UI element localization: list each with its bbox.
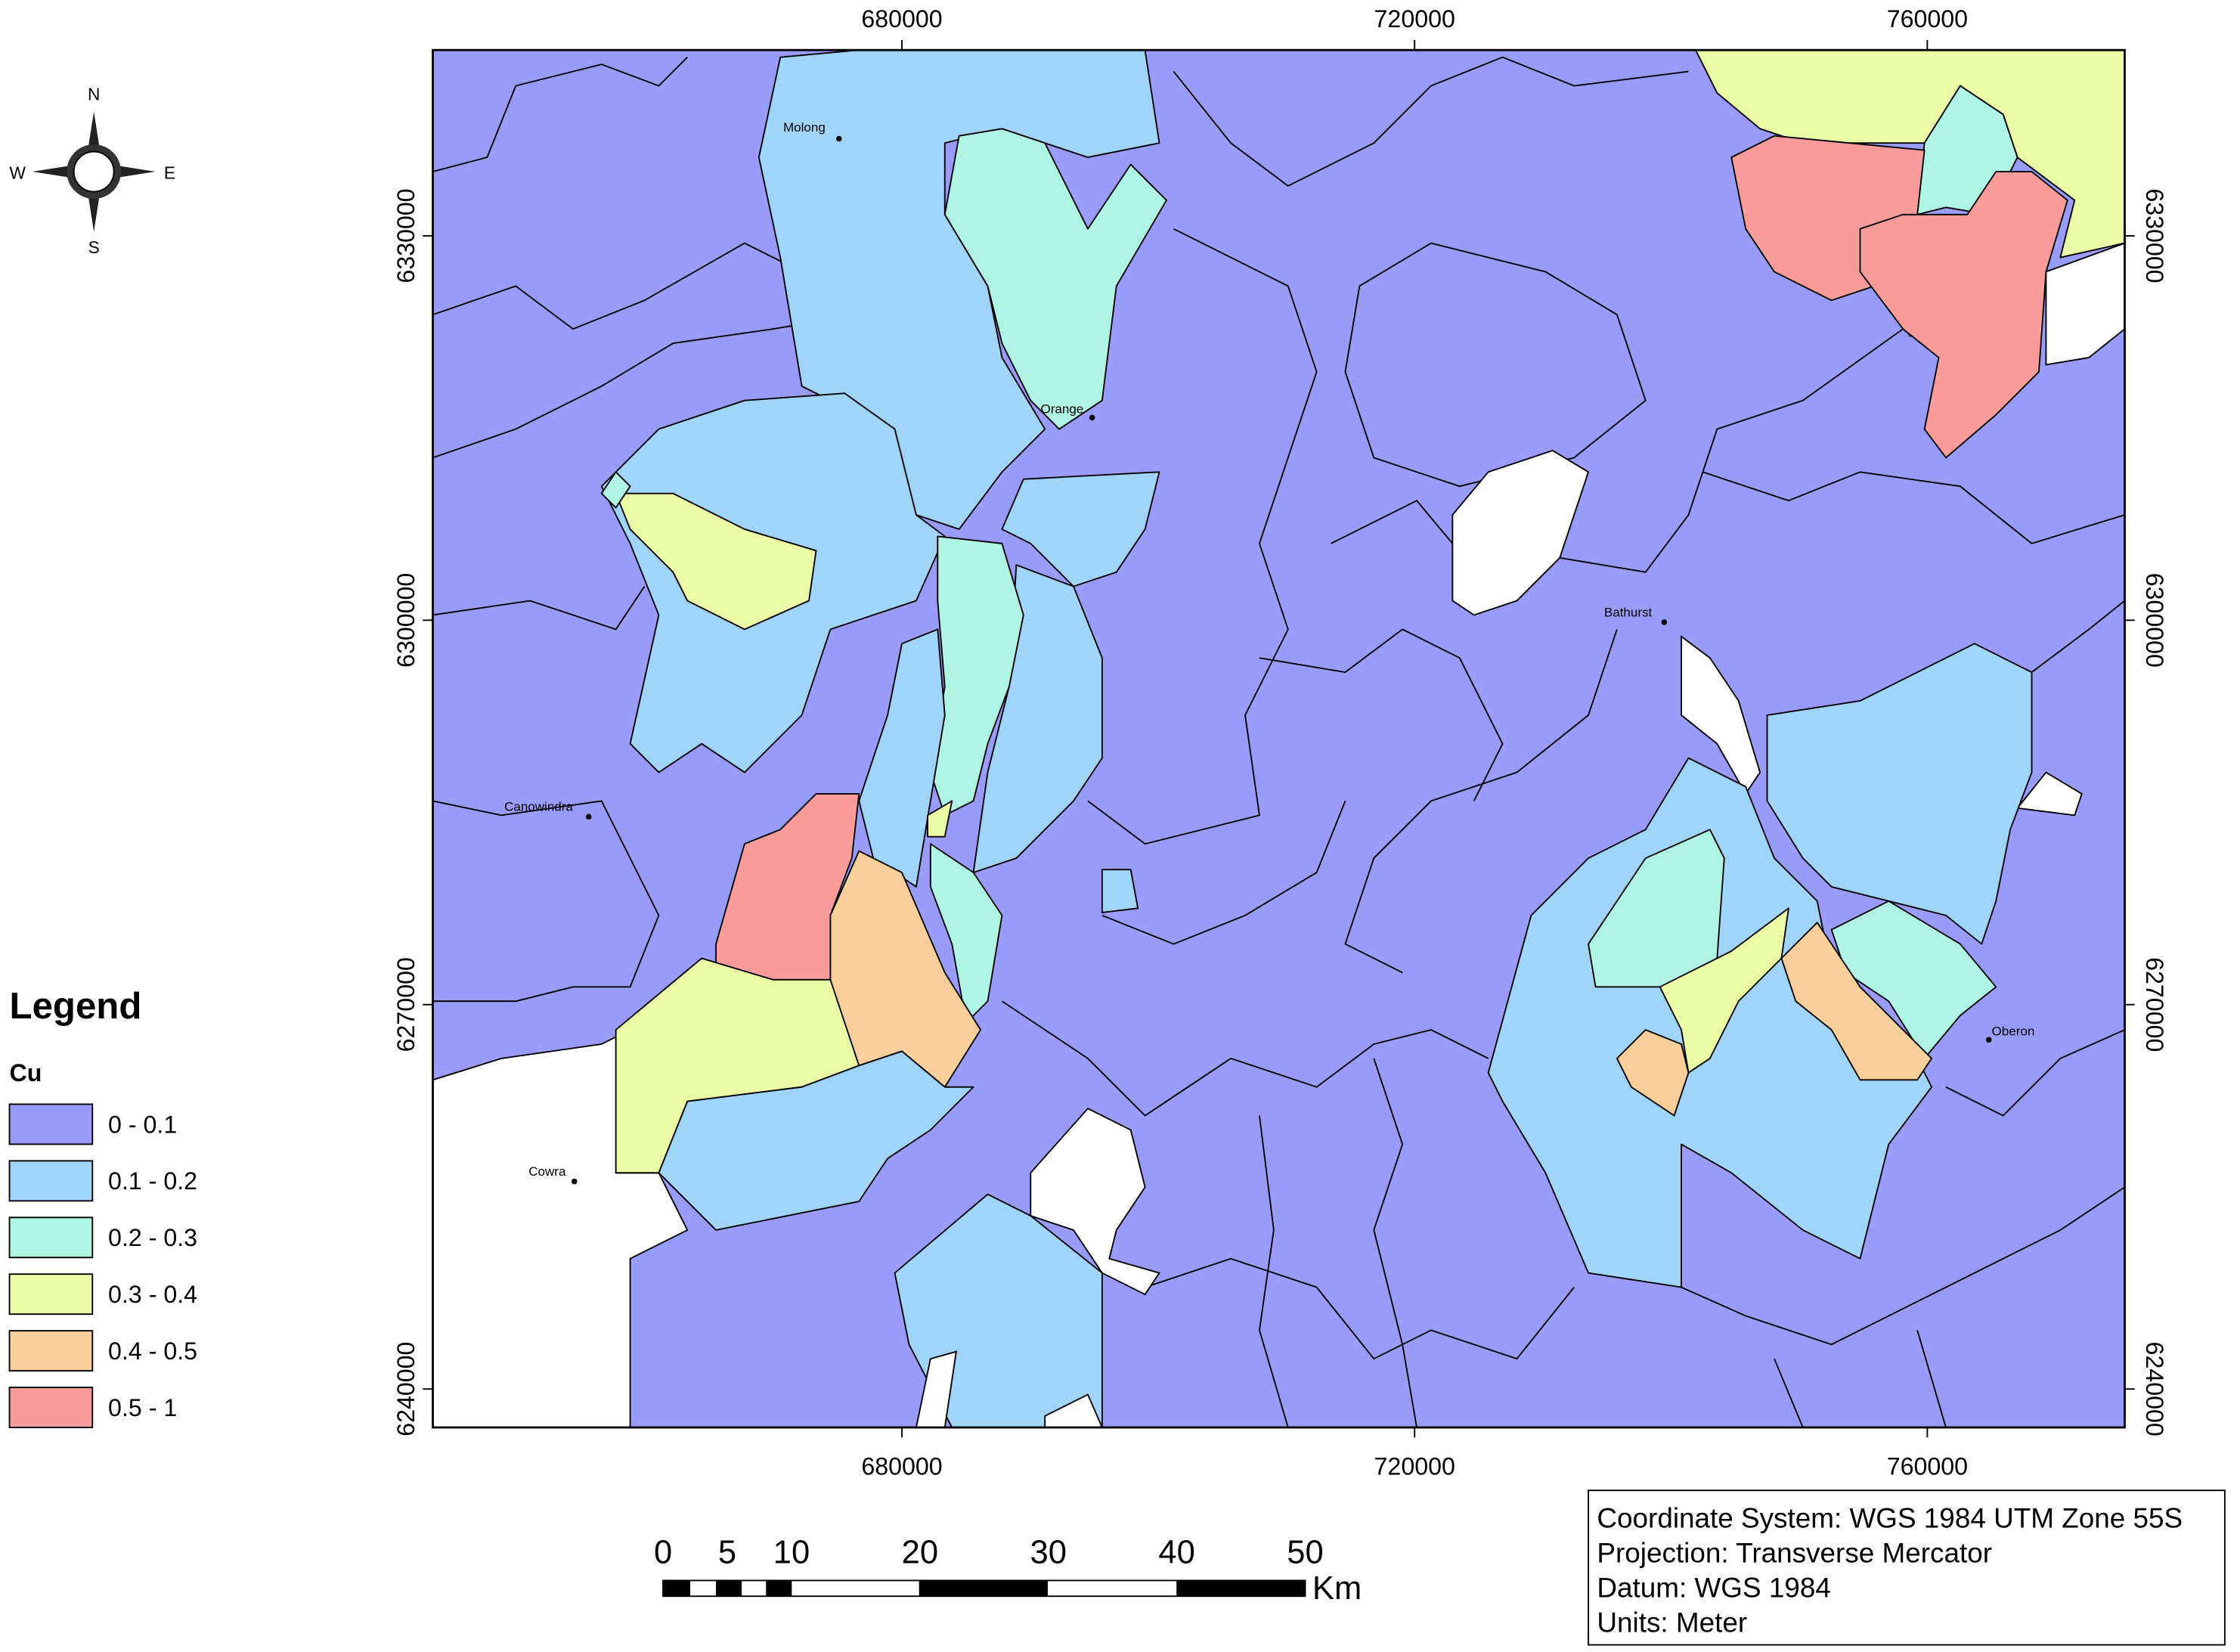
y-tick-label: 6270000 [392,957,420,1052]
no-data-area [1681,634,1761,795]
scale-label: 30 [1030,1535,1067,1571]
map-area [432,50,2125,1427]
region [1659,907,1789,1074]
compass-label: S [88,237,100,257]
no-data-area [1044,1393,1103,1427]
town-label: Molong [783,120,826,135]
region [1101,869,1139,913]
compass-label: W [10,163,26,182]
scale-label: 0 [654,1535,672,1571]
region [1588,829,1725,988]
y-tick-label: 6300000 [2141,573,2168,668]
no-data-area [915,1350,958,1427]
region [1616,1029,1690,1117]
town-label: Oberon [1992,1024,2035,1039]
scale-unit: Km [1312,1570,1362,1607]
y-tick-label: 6300000 [392,573,420,668]
y-tick-label: 6330000 [392,188,420,283]
region [600,471,631,509]
region [1766,643,2033,945]
town-dot [1089,414,1095,421]
legend-label: 0.5 - 1 [108,1394,177,1421]
town-label: Cowra [528,1164,566,1179]
x-tick-label: 760000 [1887,1452,1968,1480]
town-dot [1661,619,1668,625]
scale-label: 50 [1287,1535,1323,1571]
compass-label: N [88,84,100,104]
compass-label: E [164,163,175,182]
legend-label: 0.3 - 0.4 [108,1281,197,1308]
x-tick-label: 720000 [1374,5,1455,33]
towns: Molong Orange Bathurst Canowindra Cowra … [504,120,2035,1185]
boundaries [432,56,2125,1427]
legend-swatch [8,1387,94,1428]
scale-label: 20 [902,1535,938,1571]
region [615,492,817,631]
region [858,628,946,888]
legend-label: 0.4 - 0.5 [108,1337,197,1365]
no-data-area [1452,449,1590,616]
north-arrow: N E S W [10,84,175,256]
legend-swatch [8,1330,94,1372]
y-tick-label: 6270000 [2141,957,2168,1052]
legend-swatch [8,1103,94,1145]
y-tick-label: 6240000 [392,1342,420,1437]
legend-label: 0 - 0.1 [108,1111,177,1138]
legend-label: 0.2 - 0.3 [108,1224,197,1251]
scale-label: 40 [1158,1535,1194,1571]
town-dot [572,1178,578,1185]
region [658,1050,974,1231]
info-line: Units: Meter [1597,1607,1747,1638]
region [1859,171,2068,459]
town-dot [835,135,842,142]
region [1001,471,1160,587]
region [943,128,1167,430]
legend-field: Cu [10,1059,42,1086]
x-tick-label: 680000 [861,5,942,33]
town-dot [1985,1037,1992,1043]
legend-swatch [8,1273,94,1316]
x-tick-label: 680000 [861,1452,942,1480]
region [929,843,1003,1024]
town-label: Bathurst [1604,605,1653,619]
legend: Legend Cu 0 - 0.1 0.1 - 0.2 0.2 - 0.3 0.3 -… [8,985,197,1428]
no-data-area [2015,771,2083,817]
info-box: Coordinate System: WGS 1984 UTM Zone 55S… [1588,1489,2226,1646]
info-line: Projection: Transverse Mercator [1597,1537,1992,1568]
town-dot [585,814,592,820]
legend-label: 0.1 - 0.2 [108,1167,197,1195]
town-label: Canowindra [504,800,573,814]
info-line: Datum: WGS 1984 [1597,1572,1830,1603]
legend-title: Legend [10,985,142,1027]
region [927,800,953,838]
map-frame [432,48,2126,1429]
legend-swatch [8,1217,94,1259]
no-data-area [2045,242,2125,366]
y-tick-label: 6330000 [2141,188,2168,283]
region [972,564,1103,873]
no-data-area [1030,1107,1161,1296]
x-tick-label: 760000 [1887,5,1968,33]
coordinate-ticks: 680000 680000 720000 720000 760000 760000 6240… [392,5,2168,1480]
region [1780,922,1933,1081]
scale-label: 10 [773,1535,810,1571]
y-tick-label: 6240000 [2141,1342,2168,1437]
region [929,535,1024,817]
legend-swatch [8,1160,94,1202]
x-tick-label: 720000 [1374,1452,1455,1480]
scale-label: 5 [718,1535,736,1571]
info-line: Coordinate System: WGS 1984 UTM Zone 55S [1597,1502,2183,1533]
region [1830,900,1997,1059]
town-label: Orange [1041,402,1084,417]
